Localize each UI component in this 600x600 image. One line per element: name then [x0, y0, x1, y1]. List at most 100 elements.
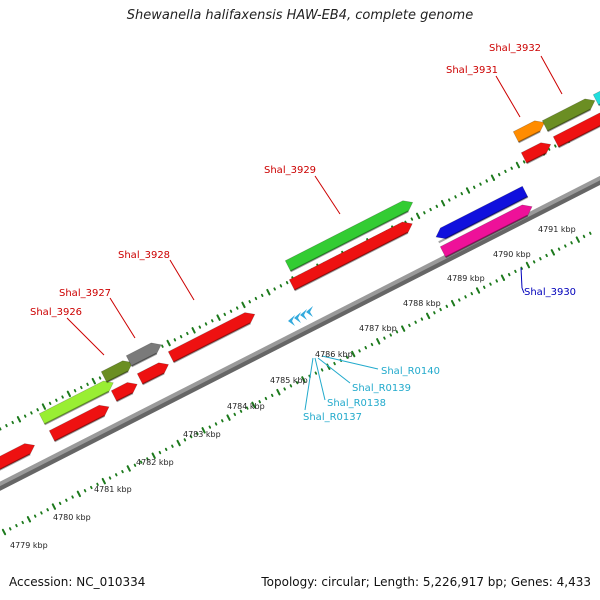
inner-tick [201, 427, 206, 434]
outer-tick [266, 288, 271, 296]
gene-green [284, 200, 414, 272]
gene-shade [438, 196, 529, 244]
inner-tick [15, 524, 18, 528]
gene-red [0, 443, 36, 470]
outer-tick [410, 217, 414, 221]
inner-tick [71, 495, 74, 499]
leader-line [66, 317, 105, 356]
outer-tick [36, 408, 39, 412]
gene-red [48, 404, 110, 442]
inner-tick [314, 371, 318, 375]
outer-tick [472, 185, 476, 189]
outer-tick [248, 300, 251, 304]
scale-label: 4781 kbp [94, 485, 132, 494]
inner-tick [470, 292, 474, 296]
inner-tick [358, 349, 361, 353]
gene-shade [106, 370, 129, 384]
inner-tick [414, 320, 417, 324]
gene-shade [54, 415, 106, 443]
outer-tick [223, 312, 227, 317]
outer-tick [490, 174, 496, 181]
inner-tick [208, 425, 212, 429]
inner-tick [589, 231, 592, 235]
gene-red [110, 382, 138, 402]
gene-red [520, 142, 552, 164]
gene-shade [290, 210, 409, 273]
inner-tick [264, 396, 268, 401]
gene-shade [142, 372, 165, 386]
scale-label: 4790 kbp [493, 250, 531, 259]
inner-tick [500, 274, 506, 281]
gene-gray [125, 342, 162, 367]
outer-tick [179, 335, 183, 339]
gene-shade [526, 152, 547, 165]
inner-tick [83, 489, 87, 493]
outer-tick [504, 169, 507, 174]
scale-label: 4791 kbp [538, 225, 576, 234]
inner-tick [445, 304, 449, 308]
outer-tick [91, 377, 96, 385]
scale-label: 4786 kbp [315, 350, 353, 359]
gene-shade [44, 390, 110, 426]
gene-label: Shal_3931 [446, 65, 498, 76]
gene-label: Shal_3926 [30, 307, 82, 318]
gene-red [552, 112, 600, 148]
topology-label: Topology: circular; Length: 5,226,917 bp… [261, 575, 591, 589]
inner-tick [439, 307, 442, 312]
inner-tick [270, 393, 274, 397]
inner-tick [101, 477, 106, 485]
inner-tick [320, 368, 324, 372]
outer-tick [23, 414, 27, 418]
inner-tick [395, 330, 399, 334]
outer-tick [161, 344, 164, 348]
outer-tick [98, 376, 102, 380]
outer-tick [479, 182, 482, 186]
outer-tick [448, 198, 451, 202]
scale-label: 4788 kbp [403, 299, 441, 308]
inner-tick [233, 412, 237, 417]
inner-tick [245, 406, 249, 410]
outer-tick [73, 389, 77, 393]
scale-label: 4789 kbp [447, 274, 485, 283]
gene-label: Shal_R0138 [327, 398, 386, 409]
outer-tick [547, 147, 551, 151]
outer-tick [435, 204, 439, 208]
outer-tick [16, 416, 22, 423]
inner-tick [532, 260, 536, 264]
outer-tick [5, 424, 8, 428]
outer-tick [415, 212, 421, 220]
inner-tick [276, 388, 281, 396]
inner-tick [333, 361, 336, 366]
outer-tick [48, 401, 52, 406]
outer-tick [279, 284, 283, 288]
gene-shade [173, 322, 251, 364]
inner-tick [295, 381, 299, 385]
inner-tick [221, 419, 224, 423]
inner-tick [33, 514, 37, 518]
inner-tick [251, 401, 256, 409]
inner-tick [176, 439, 181, 447]
gene-label: Shal_3929 [264, 165, 316, 176]
outer-tick [204, 322, 208, 326]
map-title: Shewanella halifaxensis HAW-EB4, complet… [126, 8, 474, 23]
inner-tick [58, 501, 62, 506]
outer-tick [0, 427, 2, 431]
inner-tick [475, 287, 481, 294]
inner-tick [171, 444, 174, 448]
gene-red [288, 221, 413, 291]
inner-tick [545, 253, 548, 258]
gene-shade [131, 352, 158, 368]
scale-label: 4779 kbp [10, 541, 48, 550]
inner-tick [507, 272, 511, 277]
gene-features [0, 90, 600, 471]
outer-tick [191, 327, 196, 334]
outer-tick [454, 195, 457, 199]
inner-tick [139, 460, 143, 464]
outer-tick [460, 192, 464, 196]
inner-tick [164, 447, 168, 451]
inner-tick [158, 450, 162, 455]
inner-tick [96, 482, 99, 486]
backbone-shadow [0, 177, 600, 491]
gene-orange [512, 120, 545, 143]
